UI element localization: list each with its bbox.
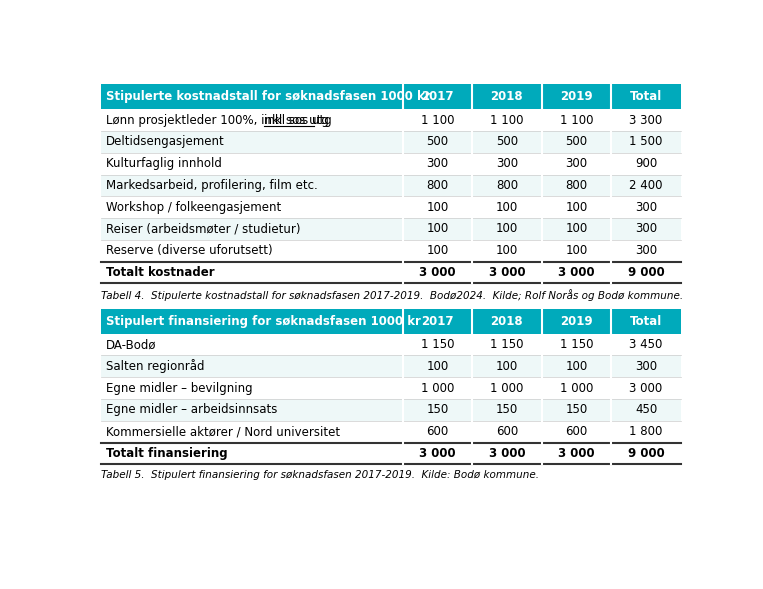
- Text: 1 100: 1 100: [560, 114, 593, 127]
- Text: 1 100: 1 100: [490, 114, 523, 127]
- Text: 300: 300: [635, 360, 657, 373]
- Text: Reserve (diverse uforutsett): Reserve (diverse uforutsett): [106, 244, 272, 257]
- Text: 100: 100: [427, 223, 449, 236]
- Text: 100: 100: [427, 360, 449, 373]
- Text: 600: 600: [427, 425, 449, 438]
- Text: 300: 300: [427, 157, 449, 170]
- Text: Total: Total: [630, 90, 662, 103]
- FancyBboxPatch shape: [101, 309, 681, 334]
- Text: 2018: 2018: [491, 90, 523, 103]
- FancyBboxPatch shape: [101, 109, 681, 131]
- Text: Stipulert finansiering for søknadsfasen 1000 kr: Stipulert finansiering for søknadsfasen …: [106, 315, 421, 327]
- Text: DA-Bodø: DA-Bodø: [106, 338, 156, 351]
- Text: 800: 800: [565, 179, 588, 192]
- Text: 1 800: 1 800: [629, 425, 663, 438]
- Text: 800: 800: [427, 179, 449, 192]
- FancyBboxPatch shape: [101, 196, 681, 218]
- FancyBboxPatch shape: [101, 153, 681, 174]
- Text: 9 000: 9 000: [628, 266, 665, 279]
- Text: 3 000: 3 000: [488, 447, 525, 460]
- FancyBboxPatch shape: [101, 334, 681, 356]
- Text: 2018: 2018: [491, 315, 523, 327]
- FancyBboxPatch shape: [101, 442, 681, 464]
- Text: Egne midler – arbeidsinnsats: Egne midler – arbeidsinnsats: [106, 403, 278, 416]
- Text: Egne midler – bevilgning: Egne midler – bevilgning: [106, 382, 253, 395]
- Text: Deltidsengasjement: Deltidsengasjement: [106, 135, 225, 148]
- Text: 3 000: 3 000: [559, 447, 595, 460]
- Text: 1 000: 1 000: [491, 382, 523, 395]
- Text: 3 000: 3 000: [629, 382, 662, 395]
- Text: 100: 100: [427, 244, 449, 257]
- Text: Totalt finansiering: Totalt finansiering: [106, 447, 227, 460]
- Text: 1 150: 1 150: [560, 338, 593, 351]
- Text: 3 300: 3 300: [629, 114, 662, 127]
- Text: 2017: 2017: [421, 315, 454, 327]
- Text: Kommersielle aktører / Nord universitet: Kommersielle aktører / Nord universitet: [106, 425, 340, 438]
- Text: 1 150: 1 150: [490, 338, 523, 351]
- Text: 300: 300: [635, 201, 657, 214]
- Text: Workshop / folkeengasjement: Workshop / folkeengasjement: [106, 201, 282, 214]
- Text: 150: 150: [496, 403, 518, 416]
- Text: 2 400: 2 400: [629, 179, 663, 192]
- FancyBboxPatch shape: [101, 399, 681, 421]
- Text: 100: 100: [496, 201, 518, 214]
- Text: 150: 150: [565, 403, 588, 416]
- FancyBboxPatch shape: [101, 378, 681, 399]
- Text: 500: 500: [427, 135, 449, 148]
- FancyBboxPatch shape: [101, 356, 681, 378]
- Text: 900: 900: [635, 157, 657, 170]
- Text: 500: 500: [565, 135, 588, 148]
- Text: Totalt kostnader: Totalt kostnader: [106, 266, 214, 279]
- Text: Kulturfaglig innhold: Kulturfaglig innhold: [106, 157, 222, 170]
- FancyBboxPatch shape: [101, 218, 681, 240]
- Text: 2017: 2017: [421, 90, 454, 103]
- FancyBboxPatch shape: [101, 174, 681, 196]
- FancyBboxPatch shape: [101, 84, 681, 109]
- Text: 100: 100: [496, 244, 518, 257]
- Text: 100: 100: [565, 223, 588, 236]
- Text: 800: 800: [496, 179, 518, 192]
- Text: Reiser (arbeidsmøter / studietur): Reiser (arbeidsmøter / studietur): [106, 223, 301, 236]
- Text: 300: 300: [635, 244, 657, 257]
- Text: 1 150: 1 150: [420, 338, 454, 351]
- Text: Salten regionråd: Salten regionråd: [106, 359, 204, 373]
- Text: 100: 100: [427, 201, 449, 214]
- Text: 500: 500: [496, 135, 518, 148]
- Text: 1 000: 1 000: [420, 382, 454, 395]
- Text: 9 000: 9 000: [628, 447, 665, 460]
- Text: 2019: 2019: [560, 90, 593, 103]
- Text: 600: 600: [496, 425, 518, 438]
- Text: 3 000: 3 000: [488, 266, 525, 279]
- Text: 3 000: 3 000: [419, 447, 456, 460]
- Text: Markedsarbeid, profilering, film etc.: Markedsarbeid, profilering, film etc.: [106, 179, 317, 192]
- Text: Stipulerte kostnadstall for søknadsfasen 1000 kr: Stipulerte kostnadstall for søknadsfasen…: [106, 90, 430, 103]
- Text: 100: 100: [496, 360, 518, 373]
- Text: 3 000: 3 000: [559, 266, 595, 279]
- Text: 2019: 2019: [560, 315, 593, 327]
- Text: Tabell 4.  Stipulerte kostnadstall for søknadsfasen 2017-2019.  Bodø2024.  Kilde: Tabell 4. Stipulerte kostnadstall for sø…: [101, 289, 684, 301]
- Text: 3 000: 3 000: [419, 266, 456, 279]
- FancyBboxPatch shape: [101, 421, 681, 442]
- Text: 300: 300: [496, 157, 518, 170]
- Text: Total: Total: [630, 315, 662, 327]
- Text: 150: 150: [427, 403, 449, 416]
- Text: 300: 300: [565, 157, 588, 170]
- Text: 300: 300: [635, 223, 657, 236]
- Text: 100: 100: [496, 223, 518, 236]
- Text: 450: 450: [635, 403, 657, 416]
- FancyBboxPatch shape: [101, 240, 681, 262]
- Text: 100: 100: [565, 201, 588, 214]
- FancyBboxPatch shape: [101, 131, 681, 153]
- Text: Lønn prosjektleder 100%, inkl sos utg: Lønn prosjektleder 100%, inkl sos utg: [106, 114, 329, 127]
- Text: inkl sos utg: inkl sos utg: [265, 114, 332, 127]
- FancyBboxPatch shape: [101, 262, 681, 283]
- Text: 1 000: 1 000: [560, 382, 593, 395]
- Text: 3 450: 3 450: [629, 338, 663, 351]
- Text: 100: 100: [565, 360, 588, 373]
- Text: 100: 100: [565, 244, 588, 257]
- Text: 1 500: 1 500: [629, 135, 663, 148]
- Text: 1 100: 1 100: [420, 114, 454, 127]
- Text: 600: 600: [565, 425, 588, 438]
- Text: Tabell 5.  Stipulert finansiering for søknadsfasen 2017-2019.  Kilde: Bodø kommu: Tabell 5. Stipulert finansiering for søk…: [101, 470, 539, 480]
